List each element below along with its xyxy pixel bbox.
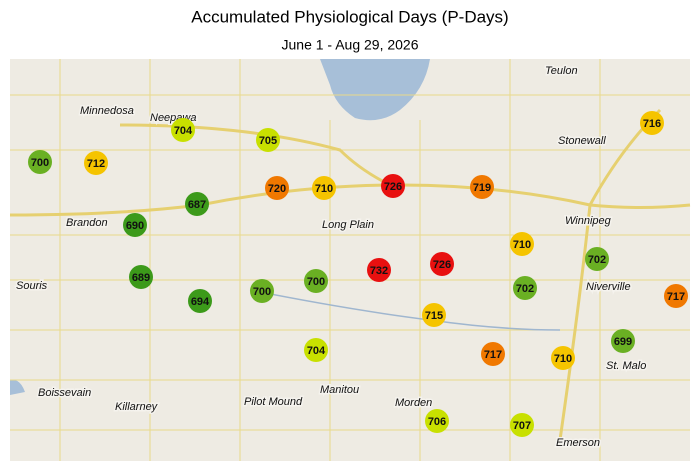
place-label: Stonewall <box>558 135 606 147</box>
station-value: 712 <box>87 158 105 170</box>
place-labels: TeulonMinnedosaNeepawaStonewallWinnipegB… <box>15 63 648 450</box>
station-value: 704 <box>307 345 326 357</box>
station-value: 717 <box>484 349 502 361</box>
place-label: Pilot Mound <box>244 396 303 408</box>
station-marker <box>171 118 195 142</box>
station-marker <box>304 269 328 293</box>
station-marker <box>304 338 328 362</box>
place-label: Emerson <box>556 437 600 449</box>
station-value: 732 <box>370 265 388 277</box>
place-label: Morden <box>395 397 432 409</box>
station-marker <box>185 192 209 216</box>
station-value: 720 <box>268 183 286 195</box>
place-label: Boissevain <box>38 387 91 399</box>
station-marker <box>265 176 289 200</box>
station-marker <box>381 174 405 198</box>
station-marker <box>250 279 274 303</box>
station-marker <box>129 265 153 289</box>
station-marker <box>425 409 449 433</box>
station-marker <box>510 413 534 437</box>
station-value: 704 <box>174 125 193 137</box>
place-label: Killarney <box>115 401 159 413</box>
station-value: 726 <box>433 259 451 271</box>
station-value: 716 <box>643 118 661 130</box>
station-value: 702 <box>588 254 606 266</box>
place-label: Brandon <box>66 217 108 229</box>
stations: 700 712 704 705 720 710 726 719 716 687 690 689 694 7… <box>28 111 688 437</box>
station-value: 687 <box>188 199 206 211</box>
station-value: 719 <box>473 182 491 194</box>
place-label: Winnipeg <box>565 215 612 227</box>
station-marker <box>188 289 212 313</box>
station-value: 700 <box>307 276 325 288</box>
place-label: Long Plain <box>322 219 374 231</box>
station-value: 717 <box>667 291 685 303</box>
subtitle: June 1 - Aug 29, 2026 <box>282 37 419 53</box>
station-value: 710 <box>513 239 531 251</box>
station-value: 689 <box>132 272 150 284</box>
station-value: 726 <box>384 181 402 193</box>
station-marker <box>513 276 537 300</box>
station-marker <box>123 213 147 237</box>
station-marker <box>367 258 391 282</box>
station-value: 700 <box>31 157 49 169</box>
station-marker <box>28 150 52 174</box>
station-value: 700 <box>253 286 271 298</box>
station-marker <box>481 342 505 366</box>
place-label: Souris <box>16 280 48 292</box>
station-marker <box>510 232 534 256</box>
station-value: 705 <box>259 135 277 147</box>
station-marker <box>585 247 609 271</box>
station-value: 715 <box>425 310 443 322</box>
station-value: 707 <box>513 420 531 432</box>
station-marker <box>664 284 688 308</box>
station-marker <box>470 175 494 199</box>
station-value: 706 <box>428 416 446 428</box>
station-value: 710 <box>315 183 333 195</box>
place-label: Niverville <box>586 281 631 293</box>
station-value: 690 <box>126 220 144 232</box>
station-marker <box>256 128 280 152</box>
station-value: 694 <box>191 296 210 308</box>
place-label: Teulon <box>545 65 578 77</box>
title: Accumulated Physiological Days (P-Days) <box>191 7 508 26</box>
station-marker <box>84 151 108 175</box>
station-marker <box>312 176 336 200</box>
station-marker <box>551 346 575 370</box>
place-label: Minnedosa <box>80 105 134 117</box>
station-marker <box>611 329 635 353</box>
station-marker <box>640 111 664 135</box>
station-marker <box>430 252 454 276</box>
station-value: 699 <box>614 336 632 348</box>
station-value: 702 <box>516 283 534 295</box>
station-marker <box>422 303 446 327</box>
place-label: St. Malo <box>606 360 646 372</box>
place-label: Manitou <box>320 384 359 396</box>
station-value: 710 <box>554 353 572 365</box>
